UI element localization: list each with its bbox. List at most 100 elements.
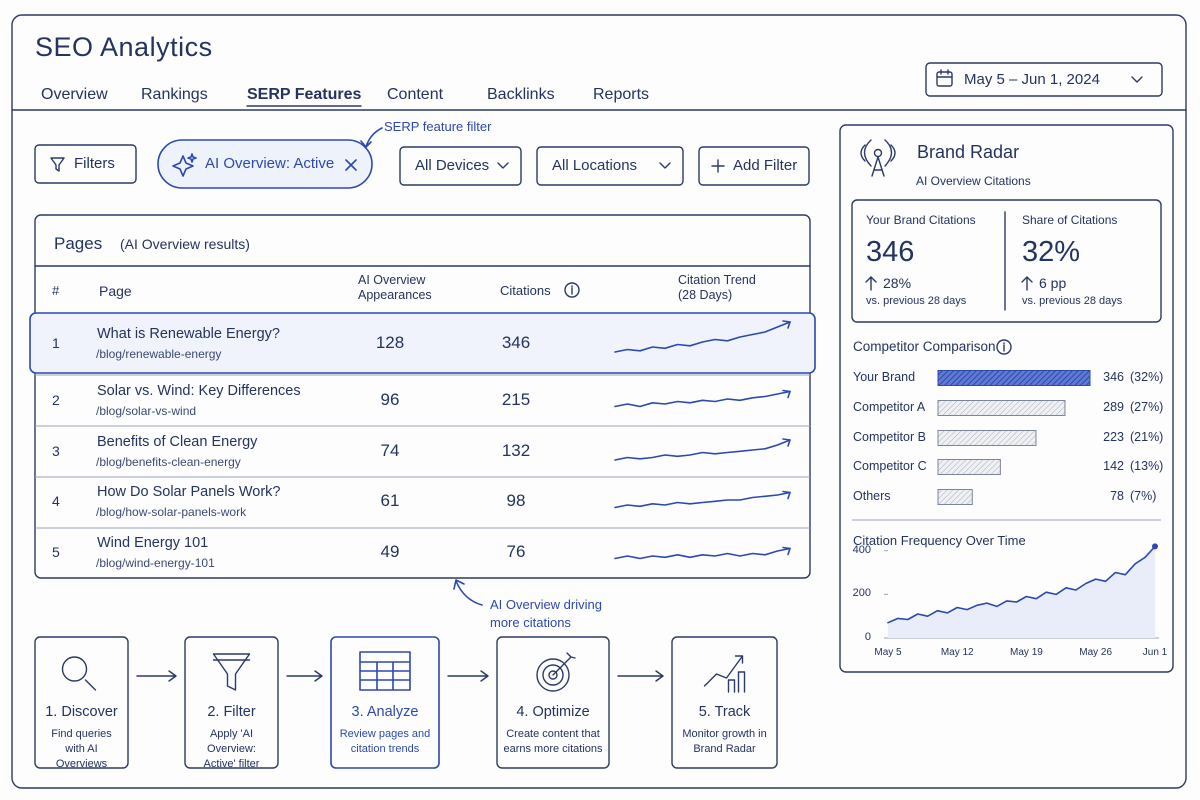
frame: [11, 14, 1187, 789]
kpi-value: 346: [866, 236, 915, 268]
step-icon: [536, 658, 570, 692]
bar-value-label: 78: [1110, 489, 1124, 503]
chevron-icon: [659, 162, 671, 169]
step-text: Apply 'AI Overview: Active' filter: [203, 728, 260, 770]
row-rank: 2: [52, 392, 60, 408]
trend-arrowhead: [782, 438, 791, 447]
bar-value-label: 346: [1103, 370, 1124, 384]
step-title[interactable]: 2. Filter: [207, 704, 256, 720]
nav-tab[interactable]: SERP Features: [247, 86, 362, 103]
flow-arrow: [286, 670, 323, 682]
column-header: AI Overview Appearances: [358, 273, 432, 302]
pages-table: [34, 214, 811, 579]
kpi-change: 6 pp: [1039, 275, 1067, 291]
bar-share-label: (27%): [1130, 400, 1164, 414]
end-point: [1152, 543, 1158, 550]
x-tick-label: May 19: [1010, 647, 1043, 658]
bar-share-label: (21%): [1130, 430, 1164, 444]
kpi-value: 32%: [1022, 236, 1081, 268]
info-icon: [996, 339, 1012, 355]
kpi-label: Your Brand Citations: [866, 213, 976, 227]
dropdown-label[interactable]: All Locations: [552, 157, 638, 174]
date-range[interactable]: May 5 – Jun 1, 2024: [964, 71, 1100, 88]
filter-icon: [50, 157, 65, 172]
app-title: SEO Analytics: [35, 32, 213, 62]
nav-tab[interactable]: Overview: [41, 86, 108, 103]
bar-share-label: (7%): [1130, 489, 1157, 503]
nav-tab[interactable]: Rankings: [141, 86, 208, 103]
step-title[interactable]: 4. Optimize: [516, 704, 590, 720]
step-title[interactable]: 1. Discover: [45, 704, 118, 720]
step-title[interactable]: 5. Track: [698, 704, 751, 720]
step-text: Monitor growth in Brand Radar: [682, 728, 767, 755]
trend-sparkline: [614, 491, 791, 509]
chart-title: Citation Frequency Over Time: [853, 533, 1026, 548]
page-title[interactable]: How Do Solar Panels Work?: [97, 484, 281, 500]
appearances: 96: [380, 390, 400, 409]
citations: 215: [501, 390, 531, 409]
appearances: 74: [380, 441, 400, 460]
x-tick-label: May 5: [874, 647, 902, 658]
kpi-box: [851, 199, 1162, 323]
bar: [937, 370, 1091, 386]
active-filter-label[interactable]: AI Overview: Active: [205, 155, 335, 172]
trend-sparkline: [614, 439, 791, 461]
page-url: /blog/wind-energy-101: [96, 556, 215, 570]
page-url: /blog/renewable-energy: [96, 347, 222, 361]
up-arrow-icon: [865, 276, 877, 291]
page-title[interactable]: Solar vs. Wind: Key Differences: [97, 383, 301, 399]
radar-icon: [860, 139, 896, 177]
bar: [937, 400, 1066, 416]
page-url: /blog/solar-vs-wind: [96, 404, 197, 418]
filters-label[interactable]: Filters: [74, 155, 115, 172]
annotation-arrow: [453, 579, 483, 606]
appearances: 49: [380, 542, 400, 561]
workflow-step: [34, 636, 129, 769]
page-title[interactable]: What is Renewable Energy?: [97, 326, 280, 342]
workflow-step: [671, 636, 778, 769]
bar: [937, 459, 1001, 475]
step-icon: [359, 651, 411, 691]
nav-tab[interactable]: Content: [387, 86, 444, 103]
workflow-step: [496, 636, 610, 769]
chart-title: Competitor Comparison: [853, 339, 996, 354]
row-rank: 5: [52, 544, 60, 560]
panel-title: Brand Radar: [917, 142, 1020, 162]
citations: 132: [501, 441, 531, 460]
page-title[interactable]: Benefits of Clean Energy: [97, 434, 258, 450]
trend-arrowhead: [782, 490, 791, 500]
y-tick-label: 200: [852, 587, 871, 600]
step-title[interactable]: 3. Analyze: [351, 704, 419, 720]
trend-sparkline: [614, 390, 791, 408]
step-text: Review pages and citation trends: [339, 728, 431, 755]
plus-icon: [711, 159, 725, 173]
add-filter-label[interactable]: Add Filter: [733, 157, 798, 174]
bar-value-label: 142: [1103, 459, 1124, 473]
trend-arrowhead: [782, 320, 791, 329]
chevron-icon: [497, 162, 509, 169]
nav-tab[interactable]: Backlinks: [487, 86, 555, 103]
column-header: Citation Trend (28 Days): [678, 273, 756, 302]
kpi-note: vs. previous 28 days: [866, 295, 967, 307]
nav-tab[interactable]: Reports: [593, 86, 650, 103]
flow-arrow: [136, 670, 177, 682]
page-title[interactable]: Wind Energy 101: [97, 535, 209, 551]
citations: 76: [506, 542, 526, 561]
bar-category-label: Competitor A: [853, 400, 926, 414]
row-rank: 1: [52, 335, 60, 351]
trend-arrowhead: [782, 389, 791, 399]
row-rank: 4: [52, 493, 60, 509]
remove-filter-icon: [345, 159, 357, 171]
column-header: Page: [99, 283, 132, 299]
dropdown-label[interactable]: All Devices: [415, 157, 490, 174]
radar-icon-dot: [873, 148, 883, 158]
brand-radar-panel: [839, 124, 1174, 673]
kpi-note: vs. previous 28 days: [1022, 295, 1123, 307]
appearances: 61: [380, 491, 400, 510]
step-icon: [84, 679, 97, 691]
column-header: #: [52, 283, 60, 298]
info-icon: [564, 282, 580, 298]
column-header: Citations: [500, 283, 551, 298]
line-area: [888, 546, 1155, 638]
